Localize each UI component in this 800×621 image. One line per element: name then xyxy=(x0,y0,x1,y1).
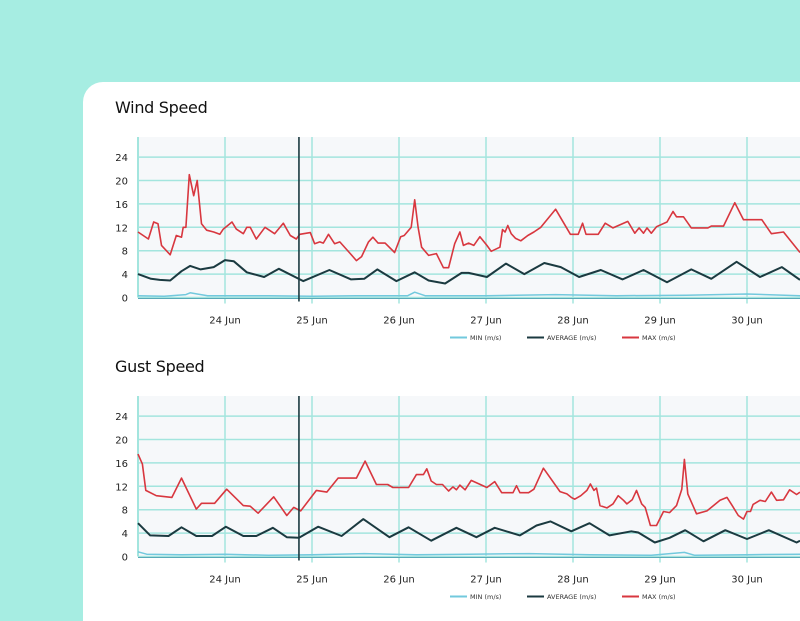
plot-area xyxy=(138,396,800,557)
legend-label: MAX (m/s) xyxy=(642,334,676,342)
x-tick-label: 28 Jun xyxy=(557,575,589,586)
x-tick-label: 24 Jun xyxy=(209,316,241,327)
x-tick-label: 29 Jun xyxy=(644,316,676,327)
y-tick-label: 16 xyxy=(115,200,128,211)
gust-speed-title: Gust Speed xyxy=(115,357,205,376)
legend-label: AVERAGE (m/s) xyxy=(547,593,596,601)
legend-item-min[interactable]: MIN (m/s) xyxy=(450,334,501,342)
x-tick-label: 27 Jun xyxy=(470,316,502,327)
legend-item-min[interactable]: MIN (m/s) xyxy=(450,593,501,601)
y-tick-label: 12 xyxy=(115,482,128,493)
y-tick-label: 4 xyxy=(122,529,128,540)
average-series-line xyxy=(137,518,800,544)
y-tick-label: 20 xyxy=(115,177,128,188)
x-tick-label: 25 Jun xyxy=(296,316,328,327)
y-tick-label: 4 xyxy=(122,270,128,281)
y-tick-label: 24 xyxy=(115,153,128,164)
legend-label: MAX (m/s) xyxy=(642,593,676,601)
y-tick-label: 24 xyxy=(115,412,128,423)
x-tick-label: 26 Jun xyxy=(383,316,415,327)
legend-label: MIN (m/s) xyxy=(470,334,501,342)
y-tick-label: 8 xyxy=(122,247,128,258)
y-tick-label: 8 xyxy=(122,506,128,517)
legend-item-average[interactable]: AVERAGE (m/s) xyxy=(527,593,596,601)
legend-item-max[interactable]: MAX (m/s) xyxy=(622,334,676,342)
x-tick-label: 28 Jun xyxy=(557,316,589,327)
max-series-line xyxy=(137,173,800,269)
x-tick-label: 30 Jun xyxy=(731,316,763,327)
wind-speed-title: Wind Speed xyxy=(115,98,208,117)
average-series-line xyxy=(137,259,800,285)
y-tick-label: 12 xyxy=(115,223,128,234)
min-series-line xyxy=(137,551,800,557)
legend-label: MIN (m/s) xyxy=(470,593,501,601)
min-series-line xyxy=(137,291,800,298)
x-tick-label: 25 Jun xyxy=(296,575,328,586)
legend-item-average[interactable]: AVERAGE (m/s) xyxy=(527,334,596,342)
y-tick-label: 20 xyxy=(115,436,128,447)
y-tick-label: 0 xyxy=(122,294,128,305)
max-series-line xyxy=(137,453,800,527)
x-tick-label: 26 Jun xyxy=(383,575,415,586)
wind-speed-chart: 0 4 8 12 16 20 24 24 Jun 25 Jun 26 Jun 27 Jun 28 Ju… xyxy=(115,137,800,342)
legend-item-max[interactable]: MAX (m/s) xyxy=(622,593,676,601)
legend-label: AVERAGE (m/s) xyxy=(547,334,596,342)
x-tick-label: 24 Jun xyxy=(209,575,241,586)
x-tick-label: 30 Jun xyxy=(731,575,763,586)
y-tick-label: 16 xyxy=(115,459,128,470)
x-tick-label: 27 Jun xyxy=(470,575,502,586)
y-tick-label: 0 xyxy=(122,553,128,564)
x-tick-label: 29 Jun xyxy=(644,575,676,586)
